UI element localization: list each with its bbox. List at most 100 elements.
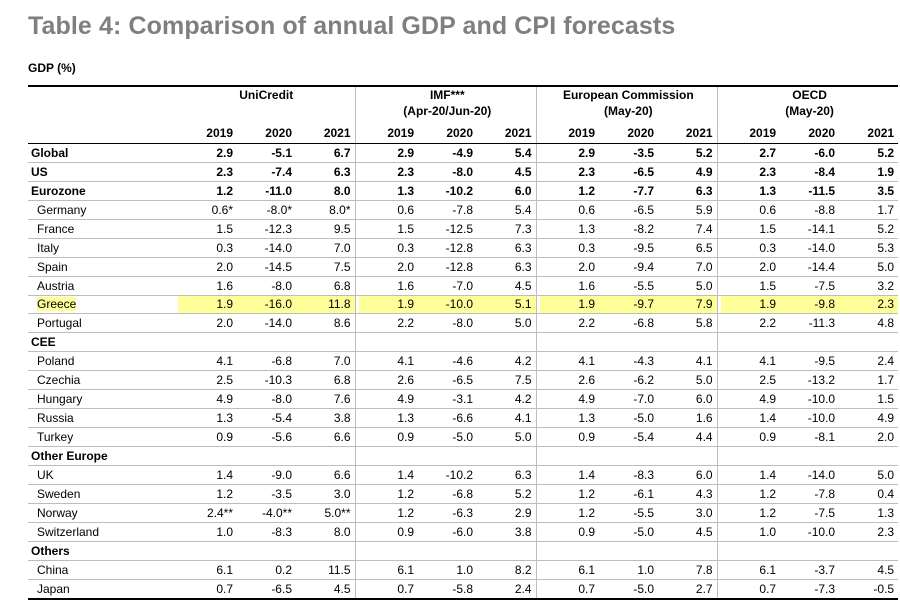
- group-separator: [535, 200, 541, 220]
- value-cell: 6.7: [296, 143, 356, 163]
- group-separator: [535, 522, 541, 542]
- value-cell: -5.4: [599, 427, 659, 447]
- row-label: Japan: [28, 579, 178, 600]
- group-separator: [354, 219, 360, 239]
- group-separator: [716, 200, 722, 220]
- value-cell: [721, 541, 781, 561]
- value-cell: 2.2: [540, 313, 600, 334]
- table-row: Eurozone 1.2 -11.0 8.0 1.3 -10.2 6.0 1.2 -7.7 6.3…: [28, 181, 899, 201]
- group-separator: [354, 143, 360, 163]
- group-separator: [716, 257, 722, 277]
- group-header-row: UniCredit IMF*** European Commission OEC…: [28, 85, 899, 103]
- value-cell: 4.1: [477, 408, 537, 429]
- group-separator: [716, 427, 722, 447]
- year-header-row: 2019 2020 2021 2019 2020 2021 2019 2020 2021 2019…: [28, 119, 899, 144]
- year-header: 2019: [359, 119, 419, 144]
- value-cell: 4.9: [839, 408, 899, 429]
- value-cell: 1.9: [839, 162, 899, 182]
- value-cell: 0.9: [178, 427, 237, 447]
- group-separator: [716, 408, 722, 429]
- group-separator: [716, 522, 722, 542]
- value-cell: [237, 332, 296, 353]
- value-cell: -11.5: [780, 181, 840, 201]
- table-row: Czechia 2.5 -10.3 6.8 2.6 -6.5 7.5 2.6 -6.2 5.0 2.…: [28, 370, 899, 391]
- value-cell: -9.7: [599, 295, 659, 315]
- value-cell: [296, 332, 356, 353]
- table-title: Table 4: Comparison of annual GDP and CP…: [28, 12, 676, 40]
- value-cell: -13.2: [780, 370, 840, 391]
- value-cell: 1.4: [721, 408, 781, 429]
- value-cell: -8.0: [418, 162, 478, 182]
- group-separator: [354, 465, 360, 485]
- group-separator: [354, 446, 360, 466]
- value-cell: 2.9: [359, 143, 419, 163]
- table-row: Norway 2.4** -4.0** 5.0** 1.2 -6.3 2.9 1.2 -5.5 3…: [28, 503, 899, 523]
- value-cell: 6.1: [540, 560, 600, 580]
- group-separator: [354, 389, 360, 410]
- year-header-label: [28, 119, 178, 144]
- value-cell: 0.6: [359, 200, 419, 220]
- group-separator: [354, 238, 360, 258]
- value-cell: [599, 541, 659, 561]
- value-cell: -14.0: [780, 465, 840, 485]
- value-cell: 5.0: [477, 427, 537, 447]
- value-cell: [599, 446, 659, 466]
- group-separator: [716, 162, 722, 182]
- value-cell: 4.5: [839, 560, 899, 580]
- row-label: Spain: [28, 257, 178, 277]
- value-cell: 3.5: [839, 181, 899, 201]
- value-cell: 2.9: [477, 503, 537, 523]
- value-cell: 1.9: [359, 295, 419, 315]
- value-cell: 11.5: [296, 560, 356, 580]
- value-cell: 0.3: [178, 238, 237, 258]
- value-cell: 5.0**: [296, 503, 356, 523]
- year-header: 2021: [296, 119, 356, 144]
- group-separator: [354, 332, 360, 353]
- group-separator: [716, 119, 722, 144]
- table-row: Germany 0.6* -8.0* 8.0* 0.6 -7.8 5.4 0.6 -6.5 5.9…: [28, 200, 899, 220]
- row-label: Norway: [28, 503, 178, 523]
- value-cell: 5.4: [477, 143, 537, 163]
- value-cell: 2.7: [658, 579, 718, 600]
- value-cell: 1.4: [178, 465, 237, 485]
- value-cell: [540, 541, 600, 561]
- group-separator: [716, 313, 722, 334]
- row-label: Global: [28, 143, 178, 163]
- group-imf-sub: (Apr-20/Jun-20): [403, 104, 492, 118]
- value-cell: 5.0: [658, 370, 718, 391]
- value-cell: 0.9: [721, 427, 781, 447]
- value-cell: 7.0: [296, 238, 356, 258]
- row-label: Turkey: [28, 427, 178, 447]
- group-separator: [716, 276, 722, 296]
- group-separator: [716, 143, 722, 163]
- table-row: China 6.1 0.2 11.5 6.1 1.0 8.2 6.1 1.0 7.8 6.1 -3.7…: [28, 560, 899, 580]
- group-separator: [716, 295, 722, 315]
- group-separator: [535, 257, 541, 277]
- value-cell: -5.0: [599, 408, 659, 429]
- value-cell: -5.8: [418, 579, 478, 600]
- value-cell: -6.5: [599, 200, 659, 220]
- group-separator: [716, 484, 722, 504]
- group-oecd: OECD: [721, 85, 899, 103]
- row-label: Poland: [28, 351, 178, 372]
- value-cell: 4.5: [296, 579, 356, 600]
- value-cell: 6.3: [477, 465, 537, 485]
- value-cell: 5.4: [477, 200, 537, 220]
- value-cell: 0.7: [359, 579, 419, 600]
- value-cell: [658, 541, 718, 561]
- value-cell: 4.3: [658, 484, 718, 504]
- value-cell: 2.4: [477, 579, 537, 600]
- value-cell: 2.3: [540, 162, 600, 182]
- group-separator: [354, 541, 360, 561]
- value-cell: 2.9: [540, 143, 600, 163]
- value-cell: 2.3: [178, 162, 237, 182]
- value-cell: 6.0: [658, 389, 718, 410]
- group-separator: [535, 351, 541, 372]
- value-cell: 2.3: [839, 295, 899, 315]
- group-separator: [535, 295, 541, 315]
- value-cell: 8.2: [477, 560, 537, 580]
- value-cell: -11.3: [780, 313, 840, 334]
- value-cell: 1.5: [178, 219, 237, 239]
- value-cell: [839, 332, 899, 353]
- value-cell: [296, 541, 356, 561]
